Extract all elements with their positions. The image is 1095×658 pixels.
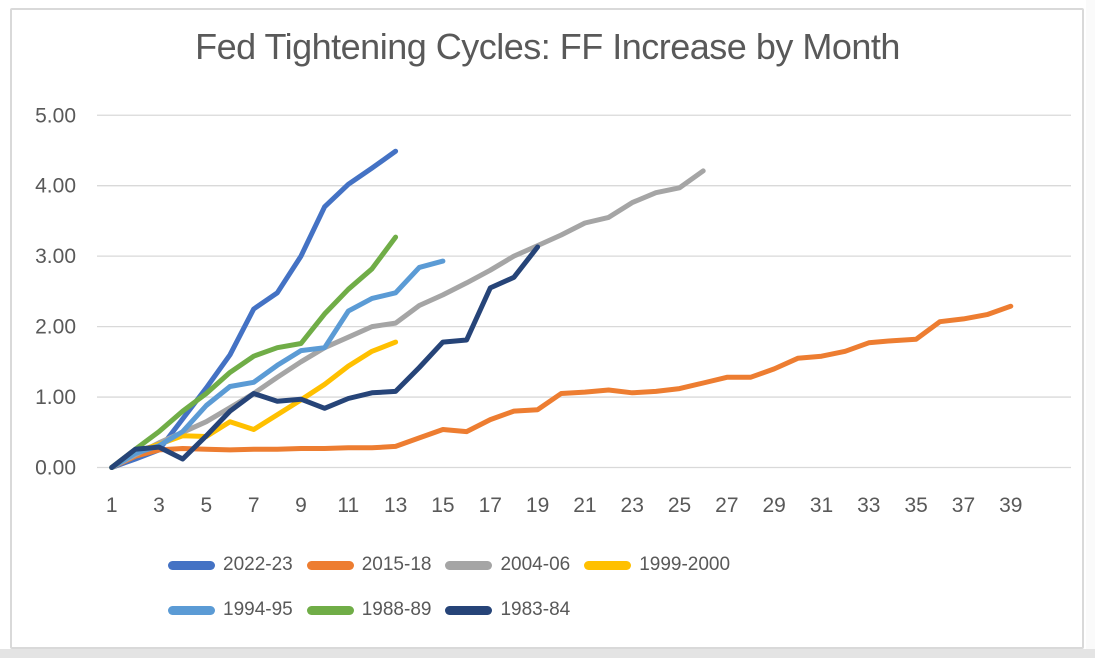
y-axis-tick-label: 5.00 [35, 104, 76, 127]
series-line-1988-89 [109, 234, 399, 470]
legend-swatch-icon [445, 605, 493, 615]
x-axis-tick-label: 11 [337, 494, 359, 517]
y-axis-tick-label: 3.00 [35, 245, 76, 268]
y-axis-tick-label: 1.00 [35, 386, 76, 409]
x-axis-tick-label: 15 [431, 494, 454, 517]
window-bottom-strip [0, 649, 1095, 658]
x-axis-tick-label: 39 [999, 494, 1022, 517]
legend-item-2004-06: 2004-06 [445, 554, 570, 576]
x-axis-tick-label: 37 [952, 494, 975, 517]
x-axis-tick-label: 35 [904, 494, 927, 517]
legend-swatch-icon [306, 560, 354, 570]
legend-label: 1999-2000 [639, 554, 731, 575]
x-axis-tick-label: 9 [295, 494, 307, 517]
x-axis-tick-label: 27 [715, 494, 738, 517]
x-axis-tick-label: 1 [106, 494, 118, 517]
legend-swatch-icon [168, 560, 215, 570]
x-axis-tick-label: 33 [857, 494, 880, 517]
x-axis-tick-label: 5 [200, 494, 212, 517]
x-axis-tick-label: 19 [526, 494, 549, 517]
series-line-1994-95 [109, 258, 446, 470]
x-axis-tick-label: 17 [479, 494, 502, 517]
window-right-strip [1086, 0, 1095, 649]
legend-item-1983-84: 1983-84 [445, 599, 570, 621]
series-line-2004-06 [109, 168, 706, 470]
legend-label: 2022-23 [223, 554, 293, 575]
legend-label: 2004-06 [500, 554, 571, 575]
legend-label: 2015-18 [361, 554, 432, 575]
y-axis-tick-label: 4.00 [35, 175, 76, 198]
x-axis-tick-label: 29 [763, 494, 786, 517]
legend-row-2: 1994-95 1988-89 1983-84 [168, 597, 744, 623]
legend-swatch-icon [306, 605, 354, 615]
legend-item-1994-95: 1994-95 [168, 599, 293, 621]
legend-label: 1983-84 [500, 599, 571, 620]
chart-legend: 2022-23 2015-18 2004-06 1999-2000 1994-95 198… [168, 552, 744, 642]
series-line-1983-84 [109, 244, 541, 470]
legend-item-1999-2000: 1999-2000 [584, 554, 730, 576]
x-axis-tick-label: 13 [384, 494, 407, 517]
series-line-2015-18 [109, 303, 1014, 470]
chart-title: Fed Tightening Cycles: FF Increase by Mo… [195, 26, 900, 67]
x-axis-tick-label: 31 [810, 494, 833, 517]
legend-item-1988-89: 1988-89 [306, 599, 432, 621]
legend-swatch-icon [584, 560, 632, 570]
legend-swatch-icon [168, 605, 215, 615]
x-axis-tick-label: 21 [573, 494, 596, 517]
legend-row-1: 2022-23 2015-18 2004-06 1999-2000 [168, 552, 744, 578]
x-axis-tick-label: 25 [668, 494, 691, 517]
legend-swatch-icon [445, 560, 493, 570]
legend-item-2022-23: 2022-23 [168, 554, 293, 576]
x-axis-tick-label: 7 [248, 494, 260, 517]
x-axis-tick-label: 3 [153, 494, 165, 517]
x-axis-tick-label: 23 [621, 494, 644, 517]
legend-item-2015-18: 2015-18 [306, 554, 432, 576]
legend-label: 1988-89 [361, 599, 432, 620]
y-axis-tick-label: 0.00 [35, 457, 76, 480]
legend-label: 1994-95 [223, 599, 293, 620]
y-axis-tick-label: 2.00 [35, 316, 76, 339]
